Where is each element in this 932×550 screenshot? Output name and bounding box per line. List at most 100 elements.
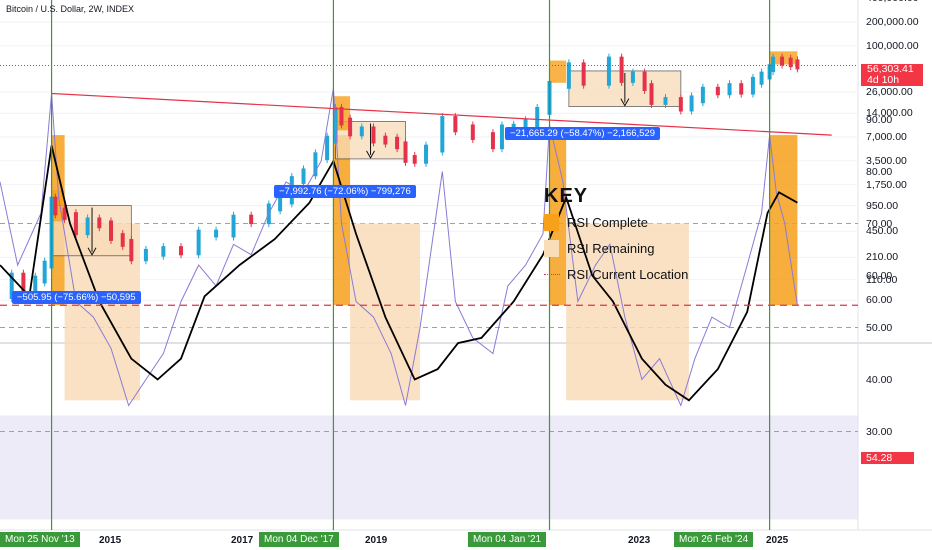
chart-title: Bitcoin / U.S. Dollar, 2W, INDEX [6, 4, 135, 14]
legend-label-remaining: RSI Remaining [567, 240, 655, 256]
legend-title: KEY [544, 185, 589, 207]
price-candle [395, 136, 400, 150]
price-candle [249, 214, 254, 225]
cycle-date-label-2024: Mon 26 Feb '24 [674, 532, 754, 547]
rsi-zone-layer [51, 51, 798, 401]
price-axis-tick: 200,000.00 [866, 15, 919, 28]
price-axis-tick: 14,000.00 [866, 107, 913, 120]
price-candle [231, 214, 236, 238]
price-axis-tick: 7,000.00 [866, 131, 907, 144]
legend-item-rsi-remaining: RSI Remaining [544, 236, 688, 260]
x-axis-tick-2019: 2019 [365, 535, 388, 546]
price-candle [9, 272, 14, 299]
price-candle [490, 132, 495, 150]
price-axis-tick: 110.00 [866, 273, 898, 286]
price-candle [535, 106, 540, 127]
price-candle [412, 155, 417, 164]
price-axis-tick: 210.00 [866, 251, 899, 264]
cycle-date-label-2021: Mon 04 Jan '21 [468, 532, 547, 547]
price-candle [619, 56, 624, 83]
x-axis-tick-2025: 2025 [766, 535, 789, 546]
price-candle [109, 220, 114, 241]
drawdown-label-2018: −7,992.76 (−72.06%) −799,276 [274, 185, 416, 198]
price-candle [196, 229, 201, 256]
price-candle [85, 217, 90, 236]
price-candle [178, 246, 183, 256]
rsi-band-70-30 [0, 415, 858, 520]
price-axis-tick: 950.00 [866, 199, 899, 212]
price-candle [788, 57, 793, 68]
price-candle [581, 62, 586, 86]
price-candle [339, 106, 344, 126]
price-candle [750, 76, 755, 95]
price-candle [606, 56, 611, 86]
price-candle [403, 141, 408, 163]
price-axis-tick: 60.00 [866, 294, 893, 307]
rsi-axis-tick: 90.00 [866, 113, 893, 126]
price-axis-tick: 450.00 [866, 225, 899, 238]
annotation-layer [50, 0, 771, 530]
price-candle [73, 212, 78, 236]
price-candle [424, 144, 429, 164]
price-candle [383, 135, 388, 145]
chart-background-layer [0, 0, 932, 531]
price-axis-tick: 3,500.00 [866, 154, 907, 167]
price-candle [727, 83, 732, 96]
price-candle [780, 56, 785, 66]
price-axis-tick: 100,000.00 [866, 39, 919, 52]
price-candle [678, 97, 683, 112]
price-candle [663, 97, 668, 105]
rsi-axis-tick: 40.00 [866, 373, 893, 386]
rsi-remaining-box [350, 223, 421, 401]
legend-key: KEY RSI Complete RSI Remaining RSI Curre… [544, 185, 688, 286]
rsi-axis-tick: 70.00 [866, 217, 893, 230]
cycle-date-label-2013: Mon 25 Nov '13 [0, 532, 80, 547]
current-price-badge: 56,303.41 4d 10h [861, 64, 923, 86]
rsi-ma-line [0, 145, 798, 402]
price-axis-tick: 26,000.00 [866, 85, 913, 98]
current-rsi-badge: 54.28 [861, 452, 914, 464]
rsi-axis-tick: 30.00 [866, 425, 893, 438]
price-candle [795, 59, 800, 70]
current-price-value: 56,303.41 [867, 63, 914, 75]
price-candle [649, 83, 654, 105]
price-complete-box [549, 60, 567, 83]
price-candle [689, 95, 694, 112]
price-candle [214, 229, 219, 238]
x-axis-tick-2017: 2017 [231, 535, 254, 546]
price-candle [97, 217, 102, 229]
drawdown-label-2014: −505.95 (−75.66%) −50,595 [12, 291, 141, 304]
rsi-axis-tick: 60.00 [866, 269, 893, 282]
price-candle [771, 56, 776, 73]
rsi-axis-tick: 80.00 [866, 165, 893, 178]
legend-swatch-current [544, 273, 560, 275]
legend-item-rsi-complete: RSI Complete [544, 210, 688, 234]
price-candle [62, 207, 67, 220]
price-candle [325, 135, 330, 161]
price-candle [715, 86, 720, 96]
price-candle [161, 246, 166, 257]
price-candle [33, 275, 38, 295]
price-candle [523, 119, 528, 132]
price-candle [42, 260, 47, 284]
drawdown-arrowhead [620, 98, 630, 107]
price-candle [359, 126, 364, 137]
price-candle [739, 83, 744, 95]
price-axis-tick: 400,000.00 [866, 0, 919, 4]
grid-layer [0, 21, 858, 432]
price-candle [453, 116, 458, 133]
legend-label-current: RSI Current Location [567, 266, 689, 282]
price-candle [129, 239, 134, 262]
price-candle [301, 168, 306, 184]
rsi-axis-tick: 50.00 [866, 321, 893, 334]
price-candle [348, 117, 353, 137]
price-candle [440, 116, 445, 153]
price-candle [759, 71, 764, 85]
price-candle [566, 62, 571, 89]
drawdown-arrowhead [366, 150, 375, 159]
price-candle [278, 196, 283, 212]
price-candle [371, 126, 376, 144]
price-candle [313, 152, 318, 177]
drawdown-arrowhead [87, 247, 97, 256]
